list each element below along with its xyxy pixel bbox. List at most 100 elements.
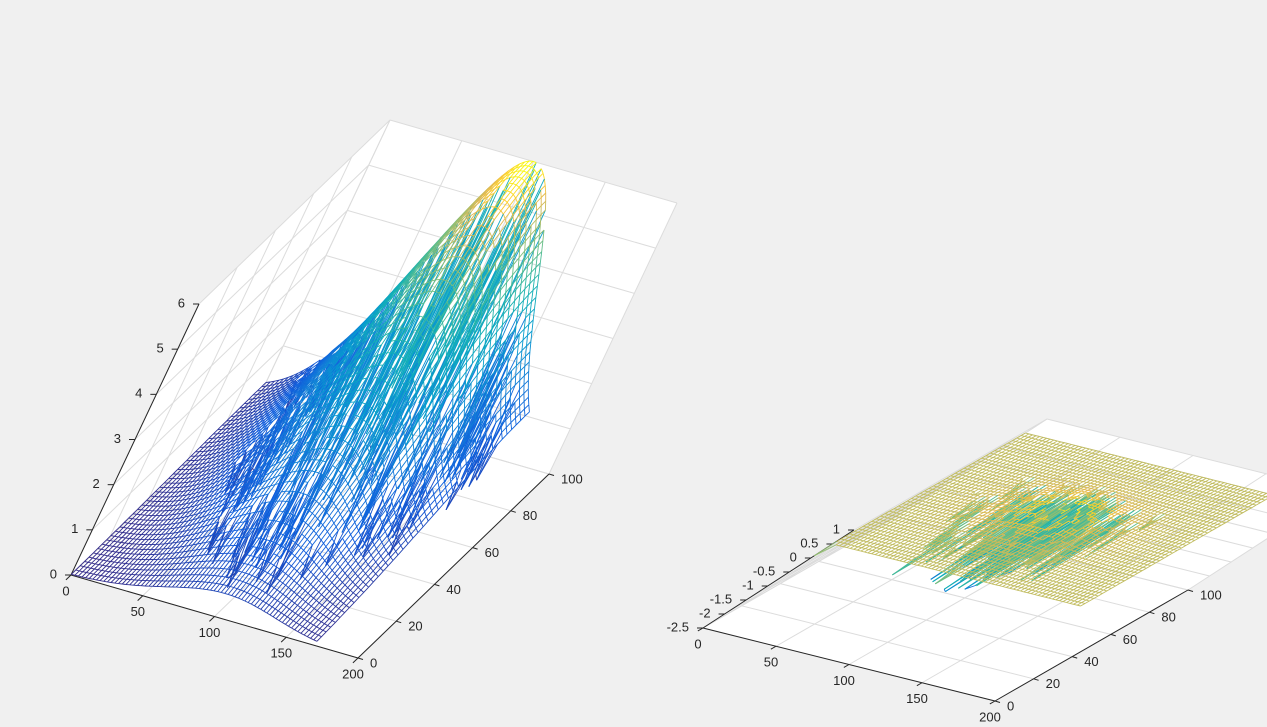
mesh-segment	[508, 349, 514, 357]
mesh-segment	[520, 277, 527, 284]
mesh-segment	[487, 448, 494, 455]
mesh-segment	[517, 261, 524, 269]
mesh-segment	[286, 500, 291, 503]
mesh-segment	[243, 416, 249, 422]
mesh-segment	[504, 218, 508, 225]
mesh-segment	[521, 172, 528, 179]
mesh-segment	[525, 208, 532, 215]
y-tick-mark	[472, 547, 478, 550]
mesh-segment	[508, 245, 515, 254]
mesh-segment	[459, 312, 461, 320]
mesh-segment	[510, 375, 517, 381]
mesh-segment	[518, 187, 522, 192]
mesh-segment	[491, 387, 497, 394]
mesh-segment	[508, 300, 515, 308]
mesh-segment	[529, 169, 535, 176]
mesh-segment	[469, 224, 478, 236]
mesh-segment	[496, 321, 499, 333]
mesh-segment	[519, 401, 525, 407]
mesh-segment	[490, 414, 497, 421]
mesh-segment	[506, 272, 508, 283]
mesh-segment	[505, 177, 511, 180]
mesh-segment	[505, 376, 508, 386]
mesh-segment	[252, 401, 258, 407]
mesh-segment	[457, 377, 498, 467]
mesh-segment	[480, 417, 487, 424]
mesh-segment	[515, 178, 523, 186]
mesh-segment	[536, 197, 542, 203]
mesh-segment	[525, 306, 528, 318]
mesh-segment	[532, 250, 535, 262]
mesh-segment	[514, 333, 520, 340]
mesh-segment	[500, 198, 505, 201]
mesh-segment	[493, 288, 496, 299]
mesh-segment	[419, 441, 422, 450]
mesh-segment	[261, 382, 267, 388]
mesh-segment	[519, 240, 526, 249]
mesh-segment	[490, 331, 498, 340]
mesh-segment	[432, 290, 436, 293]
mesh-segment	[487, 297, 489, 307]
mesh-segment	[516, 267, 519, 279]
mesh-segment	[493, 185, 501, 194]
mesh-segment	[486, 206, 491, 208]
mesh-segment	[495, 391, 502, 398]
mesh-segment	[476, 199, 484, 205]
mesh-segment	[489, 342, 496, 351]
mesh-segment	[511, 278, 518, 286]
mesh-segment	[519, 393, 525, 399]
mesh-segment	[225, 420, 232, 426]
mesh-segment	[469, 211, 477, 221]
mesh-segment	[480, 425, 487, 432]
y-tick-label: 0	[370, 655, 377, 670]
mesh-segment	[369, 235, 467, 446]
mesh-segment	[515, 283, 522, 290]
mesh-segment	[499, 335, 502, 347]
mesh-segment	[500, 425, 503, 433]
mesh-segment	[234, 411, 240, 417]
mesh-segment	[507, 311, 514, 319]
mesh-segment	[515, 184, 520, 188]
mesh-segment	[480, 274, 483, 282]
mesh-segment	[521, 345, 527, 351]
mesh-segment	[527, 260, 533, 267]
mesh-segment	[512, 183, 517, 186]
mesh-segment	[476, 375, 478, 385]
mesh-segment	[476, 443, 498, 481]
mesh-segment	[510, 417, 516, 423]
mesh-segment	[499, 232, 502, 239]
mesh-segment	[344, 336, 350, 343]
mesh-segment	[514, 375, 517, 386]
mesh-segment	[519, 384, 525, 390]
mesh-segment	[124, 522, 128, 524]
y-tick-mark	[357, 657, 364, 660]
mesh-segment	[348, 335, 355, 343]
mesh-segment	[517, 195, 524, 203]
mesh-segment	[538, 234, 540, 246]
z-tick-label: 3	[114, 431, 121, 446]
mesh-segment	[523, 294, 529, 301]
mesh-segment	[525, 312, 531, 319]
mesh-segment	[269, 384, 275, 389]
mesh-segment	[465, 362, 468, 372]
mesh-segment	[308, 368, 315, 374]
mesh-segment	[256, 390, 262, 395]
mesh-segment	[453, 455, 455, 463]
mesh-segment	[369, 307, 379, 317]
mesh-segment	[417, 261, 425, 272]
mesh-segment	[238, 417, 245, 424]
mesh-segment	[526, 335, 528, 347]
mesh-segment	[514, 294, 521, 302]
mesh-segment	[517, 339, 524, 346]
z-tick-label: 0	[50, 566, 57, 581]
mesh-segment	[501, 244, 509, 254]
mesh-segment	[492, 232, 501, 243]
mesh-segment	[497, 199, 505, 209]
mesh-segment	[491, 442, 494, 450]
mesh-segment	[265, 388, 271, 394]
mesh-segment	[480, 408, 487, 416]
mesh-segment	[524, 241, 526, 252]
mesh-segment	[458, 448, 461, 457]
